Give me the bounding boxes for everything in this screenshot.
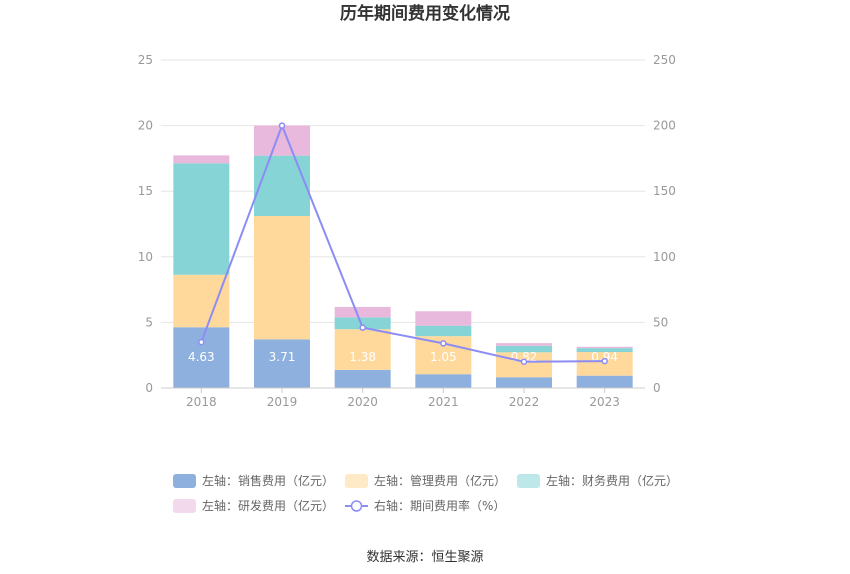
bar-series: [173, 125, 633, 388]
expense-rate-point-2021: [440, 340, 447, 347]
right-tick-label: 0: [653, 381, 661, 395]
data-label-2021: 1.05: [430, 350, 457, 364]
bar-2023-series-3: [576, 346, 633, 349]
bar-2019-series-1: [254, 215, 310, 340]
chart-title: 历年期间费用变化情况: [340, 3, 510, 24]
grid-lines: [161, 59, 645, 323]
legend-line-marker: [350, 500, 363, 512]
left-tick-label: 0: [145, 381, 153, 395]
expense-rate-point-2018: [198, 338, 205, 346]
bar-2021-series-2: [415, 325, 472, 337]
legend-swatch-0: [173, 474, 196, 488]
left-tick-label: 5: [145, 315, 153, 329]
data-label-2019: 3.71: [269, 350, 296, 364]
legend-label-2: 左轴：财务费用（亿元）: [546, 473, 678, 488]
expense-rate-line: [200, 122, 605, 363]
bar-2022-series-3: [496, 343, 552, 346]
bar-2018-series-2: [173, 163, 230, 275]
legend-swatch-1: [345, 474, 368, 488]
data-label-2018: 4.63: [188, 350, 215, 364]
right-tick-label: 250: [653, 53, 676, 67]
bar-2021-series-0: [415, 374, 472, 388]
bar-2022-series-2: [496, 345, 552, 353]
right-tick-label: 150: [653, 184, 676, 198]
x-tick-label-2019: 2019: [267, 395, 298, 409]
legend-swatch-3: [173, 499, 196, 513]
line-series: [198, 122, 608, 366]
left-tick-label: 10: [138, 250, 153, 264]
legend-label-0: 左轴：销售费用（亿元）: [202, 473, 334, 488]
right-tick-label: 50: [653, 315, 668, 329]
expense-rate-point-2020: [359, 324, 366, 331]
left-axis-ticks: 0 5 10 15 20 25: [138, 53, 153, 395]
bar-2018-series-0: [173, 327, 230, 388]
right-tick-label: 200: [653, 119, 676, 133]
bar-2023-series-0: [576, 375, 633, 388]
data-label-2020: 1.38: [349, 350, 376, 364]
legend-label-1: 左轴：管理费用（亿元）: [374, 473, 506, 488]
bar-2020-series-0: [334, 369, 391, 388]
expense-rate-point-2023: [601, 357, 608, 365]
legend-label-4: 右轴：期间费用率（%）: [374, 498, 505, 513]
bar-2020-series-1: [334, 329, 391, 370]
legend: 左轴：销售费用（亿元） 左轴：管理费用（亿元） 左轴：财务费用（亿元） 左轴：研发费用…: [173, 473, 678, 513]
x-tick-label-2021: 2021: [428, 395, 459, 409]
bar-2019-series-3: [254, 125, 310, 156]
bar-2018-series-3: [173, 155, 230, 164]
legend-swatch-2: [517, 474, 540, 488]
bar-2022-series-0: [496, 377, 552, 388]
data-labels: 4.63 3.71 1.38 1.05 0.82 0.94: [188, 350, 618, 364]
bar-2020-series-2: [334, 317, 391, 330]
data-source: 数据来源：恒生聚源: [366, 550, 483, 565]
expense-rate-point-2019: [278, 122, 286, 129]
left-tick-label: 15: [138, 184, 153, 198]
x-tick-label-2022: 2022: [509, 395, 540, 409]
right-tick-label: 100: [653, 250, 676, 264]
bar-2020-series-3: [334, 306, 391, 318]
x-tick-label-2020: 2020: [347, 395, 378, 409]
left-tick-label: 25: [138, 53, 153, 67]
bar-2023-series-2: [576, 348, 633, 353]
x-tick-label-2018: 2018: [186, 395, 217, 409]
x-axis: 2018 2019 2020 2021 2022 2023: [161, 387, 645, 409]
left-tick-label: 20: [138, 119, 153, 133]
bar-2021-series-3: [415, 311, 472, 326]
expense-rate-point-2022: [520, 358, 528, 366]
bar-2019-series-0: [254, 339, 310, 388]
x-tick-label-2023: 2023: [589, 395, 620, 409]
legend-label-3: 左轴：研发费用（亿元）: [202, 498, 334, 513]
bar-2018-series-1: [173, 274, 230, 328]
right-axis-ticks: 0 50 100 150 200 250: [653, 53, 676, 395]
bar-2019-series-2: [254, 155, 310, 216]
